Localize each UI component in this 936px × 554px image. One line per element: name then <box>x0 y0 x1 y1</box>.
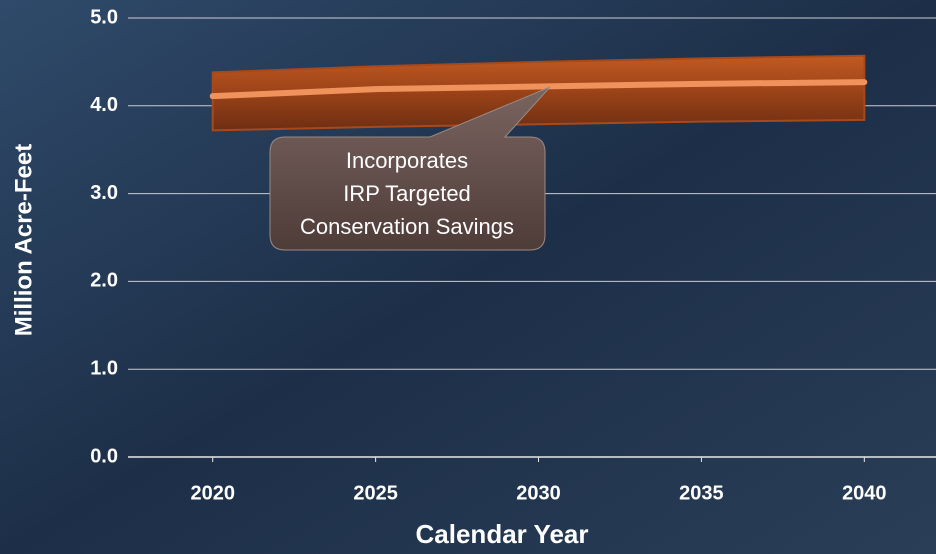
y-tick-label: 2.0 <box>90 270 118 292</box>
callout-text: IRP Targeted <box>343 181 471 206</box>
x-tick-label: 2020 <box>190 482 235 504</box>
y-tick-label: 5.0 <box>90 6 118 28</box>
y-tick-label: 4.0 <box>90 94 118 116</box>
y-tick-label: 1.0 <box>90 357 118 379</box>
y-tick-label: 0.0 <box>90 445 118 467</box>
y-axis-label: Million Acre-Feet <box>10 144 37 336</box>
callout-text: Conservation Savings <box>300 214 514 239</box>
x-axis-label: Calendar Year <box>416 519 589 549</box>
x-tick-label: 2040 <box>842 482 887 504</box>
line <box>209 79 868 100</box>
callout-box <box>269 86 551 251</box>
x-tick-label: 2035 <box>679 482 724 504</box>
y-tick-label: 3.0 <box>90 182 118 204</box>
x-tick-label: 2030 <box>516 482 561 504</box>
callout-text: Incorporates <box>346 148 468 173</box>
x-tick-label: 2025 <box>353 482 398 504</box>
